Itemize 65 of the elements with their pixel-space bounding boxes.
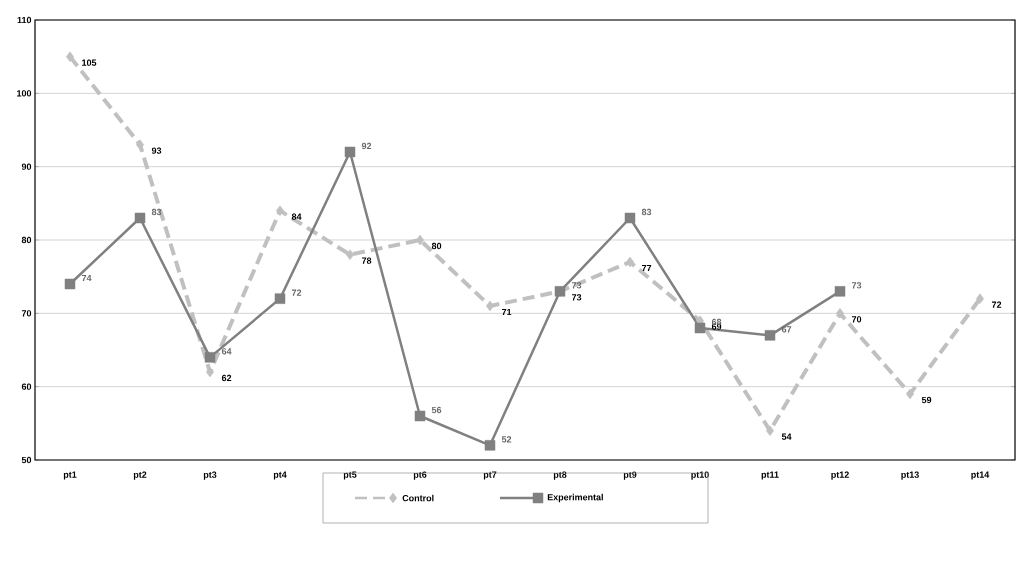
data-label: 62 <box>221 374 232 382</box>
point <box>834 286 846 297</box>
point <box>764 330 776 341</box>
data-label: 73 <box>571 294 582 301</box>
data-label: 84 <box>291 213 302 220</box>
point <box>624 212 636 224</box>
point <box>134 212 146 224</box>
data-label: 72 <box>991 301 1002 308</box>
data-label: 64 <box>221 348 232 355</box>
y-tick-label: 80 <box>21 236 32 244</box>
y-tick-label: 70 <box>21 310 32 317</box>
x-tick-label: pt1 <box>63 471 77 480</box>
point <box>274 293 286 304</box>
point <box>346 249 354 260</box>
x-tick-label: pt7 <box>483 471 497 480</box>
point <box>414 410 426 422</box>
x-tick-label: pt14 <box>971 471 990 480</box>
x-tick-label: pt6 <box>413 471 427 480</box>
data-label: 78 <box>361 257 372 264</box>
point <box>204 352 216 363</box>
data-label: 77 <box>641 264 652 272</box>
x-tick-label: pt8 <box>553 471 567 480</box>
point <box>484 440 496 451</box>
x-tick-label: pt2 <box>133 471 147 480</box>
data-label: 71 <box>501 308 512 316</box>
data-label: 83 <box>641 208 652 216</box>
data-label: 70 <box>851 316 862 323</box>
data-label: 67 <box>781 326 792 333</box>
data-label: 93 <box>151 147 162 154</box>
data-label: 54 <box>781 433 792 440</box>
x-tick-label: pt3 <box>203 471 217 480</box>
point <box>64 278 76 290</box>
x-tick-label: pt9 <box>623 471 637 480</box>
data-label: 83 <box>151 208 162 216</box>
y-tick-label: 100 <box>17 90 32 97</box>
x-tick-label: pt10 <box>691 471 709 480</box>
x-tick-label: pt4 <box>273 471 287 480</box>
point <box>136 139 144 150</box>
data-label: 74 <box>81 274 92 282</box>
data-label: 59 <box>921 396 932 404</box>
x-tick-label: pt13 <box>901 471 919 480</box>
data-label: 72 <box>291 289 302 296</box>
x-tick-label: pt5 <box>343 471 357 480</box>
data-label: 52 <box>501 436 512 443</box>
data-label: 73 <box>851 282 862 289</box>
data-label: 92 <box>361 142 372 150</box>
point <box>344 146 356 158</box>
data-label: 73 <box>571 282 582 289</box>
data-label: 56 <box>431 406 442 414</box>
point <box>276 205 284 216</box>
point <box>766 425 774 436</box>
point <box>836 308 844 319</box>
point <box>694 322 706 334</box>
point <box>976 293 984 304</box>
data-label: 80 <box>431 242 442 250</box>
y-tick-label: 60 <box>21 383 32 390</box>
y-tick-label: 90 <box>21 163 32 170</box>
data-label: 105 <box>82 59 97 66</box>
x-tick-label: pt11 <box>761 471 779 480</box>
point <box>66 51 74 62</box>
legend-label: Control <box>402 494 434 502</box>
y-tick-label: 110 <box>17 16 32 24</box>
x-tick-label: pt12 <box>831 471 849 480</box>
legend-label: Experimental <box>547 493 603 503</box>
y-tick-label: 50 <box>21 456 32 464</box>
